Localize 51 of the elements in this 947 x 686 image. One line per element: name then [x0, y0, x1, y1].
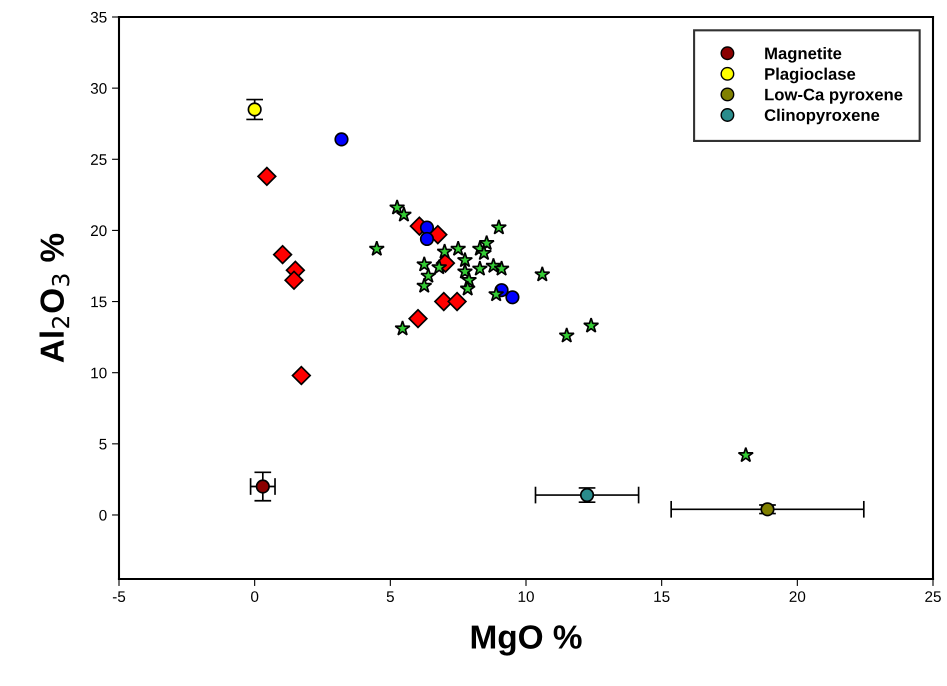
y-tick-label: 10 — [91, 368, 107, 378]
x-axis-title: MgO % — [472, 625, 582, 656]
point — [284, 270, 304, 290]
point — [416, 277, 432, 293]
x-tick-label: 25 — [925, 591, 941, 602]
point — [292, 366, 312, 386]
point — [450, 240, 466, 256]
point — [368, 240, 385, 256]
x-tick-label: 0 — [251, 591, 258, 602]
point — [738, 446, 754, 462]
legend-label: Clinopyroxene — [764, 108, 880, 124]
y-tick-label: 20 — [90, 225, 107, 236]
y-tick-label: 25 — [90, 154, 107, 165]
x-tick-label: 5 — [386, 591, 394, 602]
legend-label: Magnetite — [765, 47, 842, 63]
point — [256, 479, 270, 494]
legend-label: Plagioclase — [765, 68, 856, 84]
y-tick-label: 35 — [90, 12, 107, 23]
point — [272, 244, 292, 264]
point — [257, 166, 277, 186]
point — [334, 132, 349, 146]
x-tick-label: 20 — [790, 591, 806, 602]
point — [248, 102, 262, 117]
y-tick-label: 15 — [91, 296, 107, 308]
point — [583, 317, 600, 333]
y-axis-title: Al$_{2}$O$_{3}$ % — [40, 234, 70, 362]
x-tick-label: 10 — [518, 591, 534, 602]
point — [505, 290, 520, 304]
point — [420, 220, 434, 235]
point — [456, 252, 474, 268]
point — [476, 244, 492, 260]
y-tick-label: 0 — [99, 510, 107, 521]
x-tick-label: 15 — [654, 591, 670, 602]
y-tick-label: 5 — [99, 438, 107, 450]
point — [493, 260, 510, 276]
legend-label: Low-Ca pyroxene — [765, 88, 902, 104]
x-tick-label: -5 — [112, 591, 126, 602]
point — [420, 232, 434, 246]
y-tick-label: 30 — [90, 83, 107, 94]
point — [534, 266, 550, 282]
point — [490, 219, 507, 235]
point — [460, 280, 476, 296]
point — [396, 206, 412, 222]
point — [416, 256, 432, 272]
point — [472, 260, 488, 276]
point — [408, 308, 428, 328]
point — [558, 327, 575, 343]
point — [436, 243, 453, 259]
point — [394, 320, 411, 336]
point — [488, 286, 504, 302]
point — [447, 292, 467, 312]
